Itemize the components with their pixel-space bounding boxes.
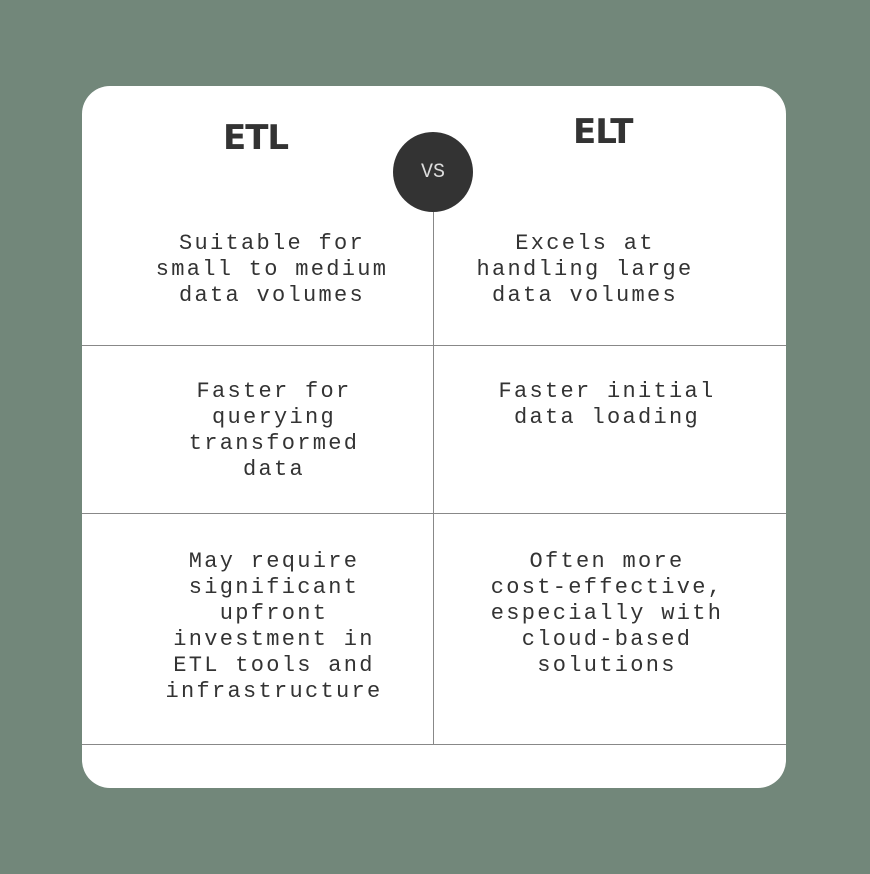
- etl-title: ETL: [223, 118, 289, 158]
- row-divider: [82, 345, 786, 346]
- column-divider: [433, 212, 434, 744]
- vs-label: VS: [420, 160, 445, 184]
- elt-row-3: Often more cost-effective, especially wi…: [490, 549, 724, 678]
- etl-row-1: Suitable for small to medium data volume…: [155, 231, 389, 308]
- etl-row-2: Faster for querying transformed data: [188, 379, 360, 482]
- elt-row-1: Excels at handling large data volumes: [476, 231, 694, 308]
- etl-row-3: May require significant upfront investme…: [165, 549, 383, 704]
- vs-badge: VS: [393, 132, 473, 212]
- row-divider: [82, 513, 786, 514]
- row-divider: [82, 744, 786, 745]
- elt-row-2: Faster initial data loading: [498, 379, 716, 430]
- elt-title: ELT: [573, 112, 633, 152]
